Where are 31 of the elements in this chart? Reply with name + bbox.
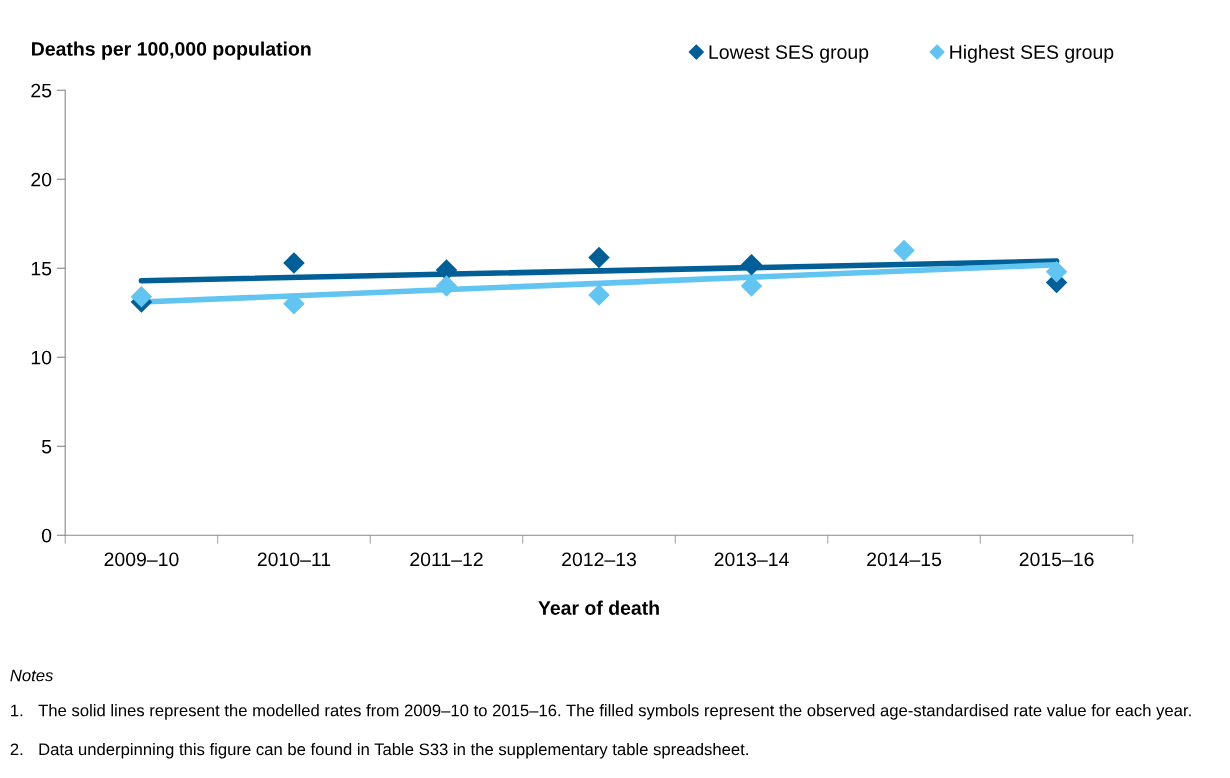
legend-label: Lowest SES group: [709, 45, 869, 63]
y-tick-label: 0: [41, 528, 52, 543]
x-tick-label: 2015–16: [1019, 552, 1094, 567]
point: [588, 284, 610, 306]
x-tick-label: 2010–11: [257, 552, 331, 567]
point: [588, 246, 610, 269]
x-tick-label: 2012–13: [562, 552, 637, 567]
y-tick-label: 5: [41, 439, 52, 454]
y-tick-label: 10: [31, 350, 52, 365]
x-tick-label: 2009–10: [104, 552, 179, 567]
x-tick-label: 2013–14: [714, 552, 789, 567]
point: [435, 259, 458, 281]
text: Notes: [10, 669, 54, 682]
point: [1045, 261, 1068, 283]
point: [283, 252, 305, 274]
x-tick-label: 2011–12: [410, 552, 483, 567]
y-axis-title: Deaths per 100,000 population: [32, 41, 311, 60]
point: [283, 293, 305, 315]
point: [130, 285, 153, 308]
y-tick-label: 15: [31, 261, 52, 276]
x-tick-label: 2014–15: [867, 552, 942, 567]
y-tick-label: 20: [31, 172, 52, 187]
y-tick-label: 25: [31, 83, 52, 98]
x-axis-title: Year of death: [538, 600, 659, 615]
legend-label: Highest SES group: [950, 44, 1114, 63]
point: [435, 275, 458, 297]
text: 1. The solid lines represent the modelled rates from 2009–10 to 2015–16. The filled symbols represent the observed age-standardised rate value for each year.: [11, 704, 1191, 720]
text: 2. Data underpinning this figure can be found in Table S33 in the supplementary table spreadsheet.: [10, 742, 748, 759]
point: [740, 253, 763, 276]
point: [740, 275, 763, 297]
point: [893, 239, 915, 262]
